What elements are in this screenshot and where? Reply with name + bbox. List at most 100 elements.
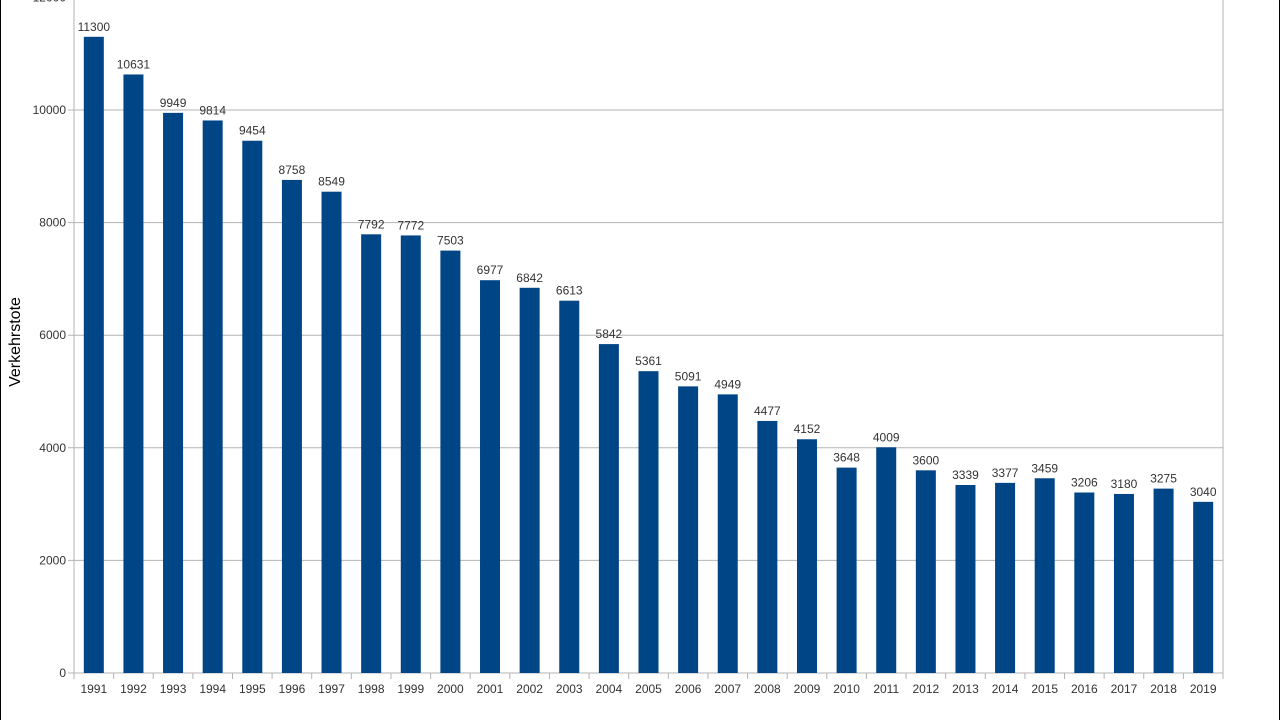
bar-2002 bbox=[519, 287, 540, 673]
data-label-1997: 8549 bbox=[318, 175, 345, 189]
bar-1993 bbox=[163, 112, 184, 674]
data-label-1992: 10631 bbox=[117, 57, 151, 71]
data-label-2004: 5842 bbox=[596, 327, 623, 341]
x-tick-label-1991: 1991 bbox=[80, 682, 107, 696]
x-tick-label-1993: 1993 bbox=[160, 682, 187, 696]
data-label-1993: 9949 bbox=[160, 96, 187, 110]
x-tick-label-1996: 1996 bbox=[279, 682, 306, 696]
x-tick-label-1999: 1999 bbox=[397, 682, 424, 696]
x-tick-label-2016: 2016 bbox=[1071, 682, 1098, 696]
bar-2013 bbox=[955, 485, 976, 673]
x-tick-label-2001: 2001 bbox=[477, 682, 504, 696]
data-labels: 11300 10631 9949 9814 9454 8758 8549 7792 7772 75… bbox=[78, 20, 1217, 499]
data-label-2009: 4152 bbox=[794, 422, 821, 436]
data-label-2001: 6977 bbox=[477, 263, 504, 277]
x-tick-label-2010: 2010 bbox=[833, 682, 860, 696]
x-tick-label-2008: 2008 bbox=[754, 682, 781, 696]
bar-2008 bbox=[757, 420, 778, 673]
x-axis-ticks: 1991 1992 1993 1994 1995 1996 1997 1998 1999 2000… bbox=[80, 673, 1224, 696]
x-tick-label-1995: 1995 bbox=[239, 682, 266, 696]
bar-1991 bbox=[83, 36, 104, 674]
bar-2010 bbox=[836, 467, 857, 673]
y-axis-title: Verkehrstote bbox=[7, 297, 24, 387]
x-tick-label-2018: 2018 bbox=[1150, 682, 1177, 696]
data-label-2005: 5361 bbox=[635, 354, 662, 368]
bar-2009 bbox=[796, 439, 817, 673]
bar-1994 bbox=[202, 120, 223, 673]
data-label-1991: 11300 bbox=[78, 20, 111, 34]
data-label-2017: 3180 bbox=[1111, 477, 1138, 491]
data-label-2002: 6842 bbox=[516, 271, 543, 285]
x-tick-label-2011: 2011 bbox=[873, 682, 899, 696]
y-axis-ticks: 0 2000 4000 6000 8000 10000 12000 bbox=[33, 0, 67, 680]
bar-1999 bbox=[400, 235, 421, 673]
y-tick-label-2000: 2000 bbox=[39, 553, 66, 567]
bar-1995 bbox=[242, 140, 263, 673]
data-label-2018: 3275 bbox=[1150, 472, 1177, 486]
bar-2001 bbox=[480, 280, 501, 673]
data-label-1996: 8758 bbox=[279, 163, 306, 177]
data-label-2016: 3206 bbox=[1071, 476, 1098, 490]
data-label-2007: 4949 bbox=[714, 377, 741, 391]
bar-2015 bbox=[1034, 478, 1055, 673]
bar-2004 bbox=[598, 344, 619, 673]
x-tick-label-2006: 2006 bbox=[675, 682, 702, 696]
data-label-2006: 5091 bbox=[675, 369, 702, 383]
x-tick-label-2013: 2013 bbox=[952, 682, 979, 696]
y-tick-label-4000: 4000 bbox=[39, 441, 66, 455]
y-tick-label-10000: 10000 bbox=[33, 103, 67, 117]
data-label-2003: 6613 bbox=[556, 284, 583, 298]
data-label-2012: 3600 bbox=[912, 453, 939, 467]
bar-2019 bbox=[1193, 501, 1214, 673]
bar-2016 bbox=[1074, 492, 1095, 673]
x-tick-label-2017: 2017 bbox=[1111, 682, 1138, 696]
data-label-1994: 9814 bbox=[199, 103, 226, 117]
bar-2005 bbox=[638, 371, 659, 673]
x-tick-label-2004: 2004 bbox=[596, 682, 623, 696]
bar-2018 bbox=[1153, 488, 1174, 673]
bar-2011 bbox=[876, 447, 897, 673]
data-label-2013: 3339 bbox=[952, 468, 979, 482]
data-label-2000: 7503 bbox=[437, 234, 464, 248]
bar-2014 bbox=[995, 482, 1016, 673]
bar-2012 bbox=[915, 470, 936, 673]
x-tick-label-2019: 2019 bbox=[1190, 682, 1217, 696]
bars bbox=[83, 36, 1214, 674]
bar-2000 bbox=[440, 250, 461, 673]
data-label-2011: 4009 bbox=[873, 430, 900, 444]
y-tick-label-12000: 12000 bbox=[33, 0, 67, 4]
x-tick-label-2005: 2005 bbox=[635, 682, 662, 696]
x-tick-label-2012: 2012 bbox=[912, 682, 939, 696]
bar-2006 bbox=[678, 386, 699, 673]
x-tick-label-2003: 2003 bbox=[556, 682, 583, 696]
x-tick-label-1994: 1994 bbox=[199, 682, 226, 696]
x-tick-label-2007: 2007 bbox=[714, 682, 741, 696]
x-tick-label-2014: 2014 bbox=[992, 682, 1019, 696]
y-tick-label-0: 0 bbox=[59, 666, 66, 680]
bar-2003 bbox=[559, 300, 580, 673]
bar-1992 bbox=[123, 74, 144, 673]
data-label-2014: 3377 bbox=[992, 466, 1019, 480]
left-border bbox=[0, 0, 1, 720]
x-tick-label-1992: 1992 bbox=[120, 682, 147, 696]
x-tick-label-1997: 1997 bbox=[318, 682, 345, 696]
y-tick-label-8000: 8000 bbox=[39, 216, 66, 230]
bar-2007 bbox=[717, 394, 738, 673]
data-label-2010: 3648 bbox=[833, 451, 860, 465]
data-label-2015: 3459 bbox=[1031, 461, 1058, 475]
x-tick-label-2015: 2015 bbox=[1031, 682, 1058, 696]
x-tick-label-2002: 2002 bbox=[516, 682, 543, 696]
y-tick-label-6000: 6000 bbox=[39, 328, 66, 342]
x-tick-label-2009: 2009 bbox=[794, 682, 821, 696]
bar-2017 bbox=[1113, 493, 1134, 673]
data-label-2019: 3040 bbox=[1190, 485, 1217, 499]
bar-1996 bbox=[281, 179, 302, 673]
data-label-1999: 7772 bbox=[397, 218, 424, 232]
bar-1998 bbox=[361, 234, 382, 673]
x-tick-label-2000: 2000 bbox=[437, 682, 464, 696]
data-label-2008: 4477 bbox=[754, 404, 781, 418]
x-tick-label-1998: 1998 bbox=[358, 682, 385, 696]
data-label-1995: 9454 bbox=[239, 124, 266, 138]
data-label-1998: 7792 bbox=[358, 217, 385, 231]
